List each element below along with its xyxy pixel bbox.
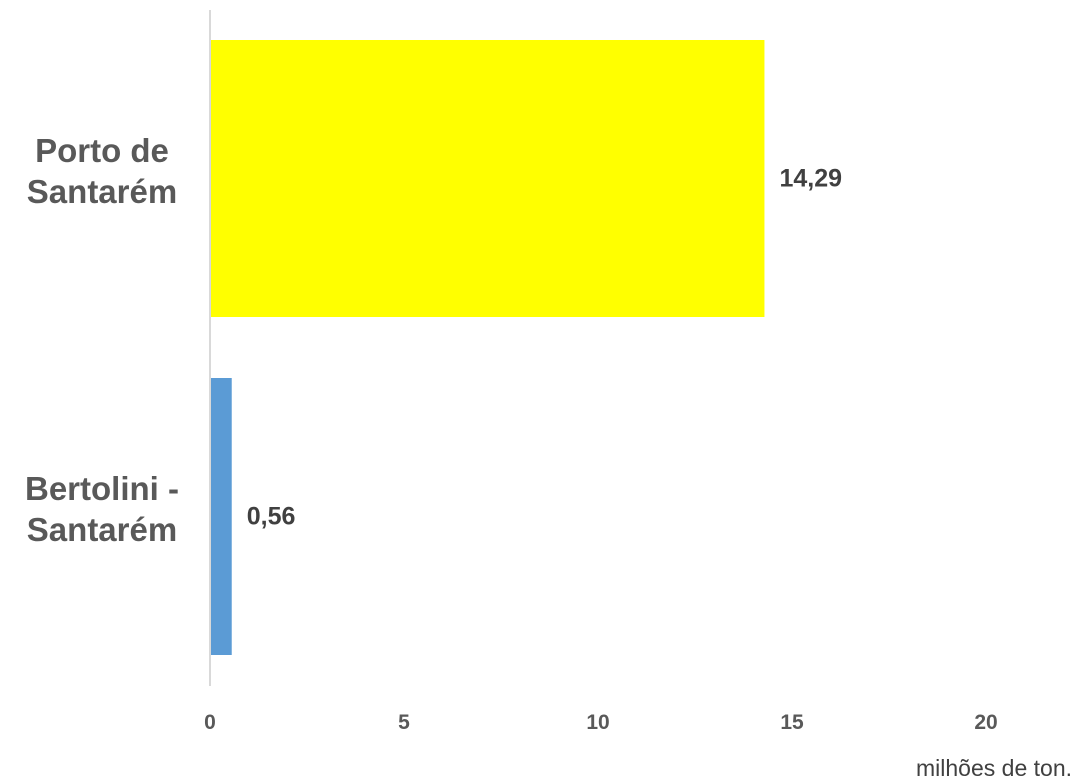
x-tick-label-0: 0 [204, 711, 216, 734]
category-label-1: Bertolini -Santarém [25, 470, 179, 548]
bar-1 [211, 378, 232, 655]
data-label-0: 14,29 [779, 165, 842, 193]
category-label-0: Porto de Santarém [27, 132, 177, 210]
x-tick-label-3: 15 [780, 711, 804, 734]
x-tick-label-4: 20 [974, 711, 997, 734]
x-axis-unit-label: milhões de ton. [916, 755, 1072, 780]
data-label-1: 0,56 [247, 503, 296, 531]
x-tick-label-2: 10 [586, 711, 609, 734]
x-tick-label-1: 5 [398, 711, 410, 734]
bar-0 [211, 40, 765, 317]
